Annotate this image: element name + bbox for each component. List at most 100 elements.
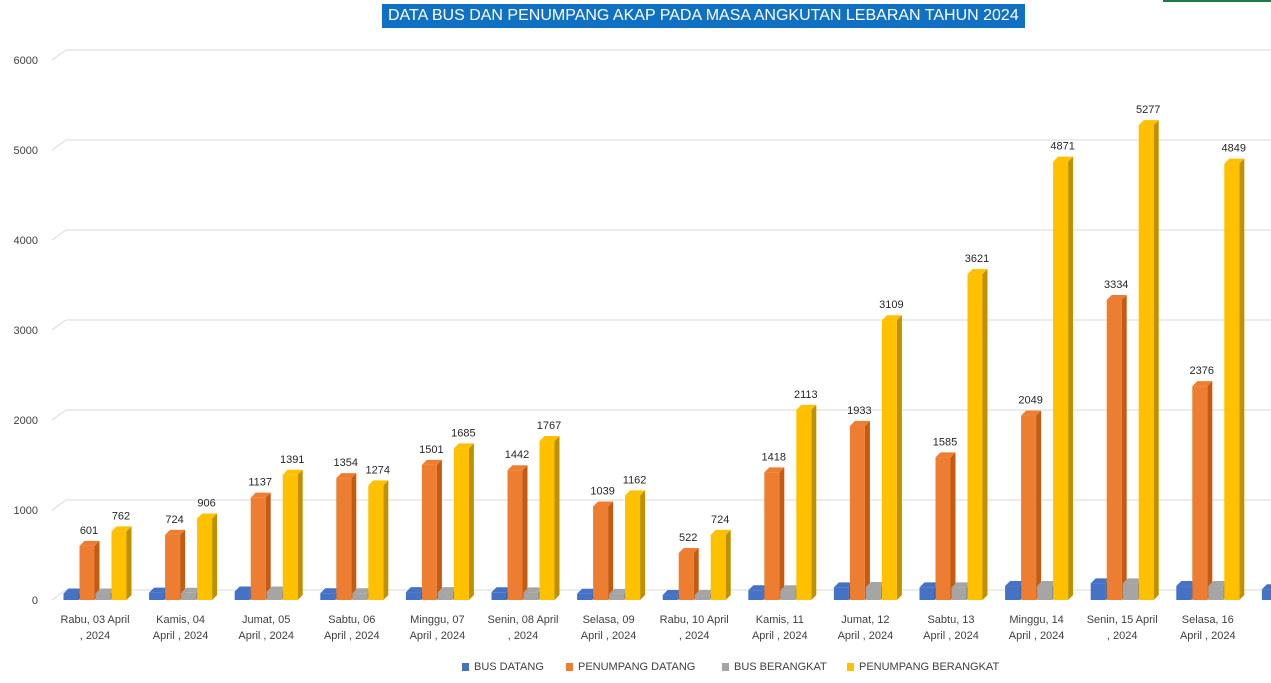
- x-tick-label: Kamis, 04: [156, 614, 205, 626]
- bar: [165, 534, 181, 600]
- data-label: 3109: [879, 299, 903, 311]
- bar-top: [1208, 581, 1229, 587]
- bar-top: [79, 540, 100, 546]
- bar: [149, 592, 165, 600]
- bar-top: [149, 587, 170, 593]
- gridline-4: [51, 229, 67, 241]
- bar-side: [1153, 120, 1159, 600]
- legend-swatch: [722, 663, 729, 671]
- bar: [625, 495, 641, 600]
- bar-top: [1261, 584, 1271, 590]
- bar: [593, 506, 609, 600]
- bar: [523, 592, 539, 600]
- x-tick-label: Minggu, 14: [1009, 614, 1063, 626]
- bar: [865, 586, 881, 600]
- bar-side: [725, 529, 731, 600]
- bar: [539, 440, 555, 600]
- legend-swatch: [566, 663, 573, 671]
- bar-side: [693, 548, 699, 600]
- bar: [266, 591, 282, 600]
- y-tick-label: 5000: [14, 145, 38, 157]
- bar-top: [881, 315, 902, 321]
- data-label: 1685: [451, 427, 475, 439]
- data-label: 1933: [847, 405, 871, 417]
- bar: [181, 592, 197, 600]
- bar: [662, 595, 678, 600]
- x-tick-label: April , 2024: [581, 630, 637, 642]
- bar-top: [453, 443, 474, 449]
- gridline-2: [51, 409, 67, 421]
- x-tick-label: Selasa, 09: [583, 614, 635, 626]
- x-tick-label: Jumat, 05: [242, 614, 290, 626]
- bar-top: [1037, 581, 1058, 587]
- grid-layer: [51, 49, 1271, 601]
- data-label: 1391: [280, 454, 304, 466]
- bar-side: [1207, 381, 1213, 600]
- bar: [849, 426, 865, 600]
- bar-top: [678, 548, 699, 554]
- bar-side: [811, 404, 817, 600]
- legend-item: PENUMPANG DATANG: [566, 658, 695, 676]
- bar: [437, 592, 453, 600]
- bar-top: [1106, 294, 1127, 300]
- bar-side: [1036, 410, 1042, 600]
- gridline-6: [51, 49, 67, 61]
- data-label: 4871: [1050, 141, 1074, 153]
- y-tick-label: 0: [32, 595, 38, 607]
- bar: [881, 320, 897, 600]
- bar-top: [250, 492, 271, 498]
- x-axis: Rabu, 03 April , 2024 Kamis, 04 April , 202…: [60, 614, 1235, 642]
- bar: [1224, 163, 1240, 600]
- bar-top: [507, 465, 528, 471]
- legend-item: BUS BERANGKAT: [722, 658, 827, 676]
- x-tick-label: , 2024: [80, 630, 111, 642]
- bar-top: [609, 588, 630, 594]
- data-label: 1137: [248, 477, 272, 489]
- gridline-3: [51, 319, 67, 331]
- x-tick-label: Senin, 15 April: [1087, 614, 1158, 626]
- bar: [250, 497, 266, 600]
- x-tick-label: April , 2024: [838, 630, 894, 642]
- bar-top: [694, 590, 715, 596]
- bar: [609, 593, 625, 600]
- data-labels: 601 762 724 906 1137 1391 1354 1274 1501 1685 1442…: [80, 104, 1246, 544]
- data-label: 4849: [1222, 143, 1246, 155]
- legend-swatch: [462, 663, 469, 671]
- bar: [197, 518, 213, 600]
- x-tick-label: Sabtu, 13: [927, 614, 974, 626]
- bar-top: [593, 501, 614, 507]
- bar: [833, 587, 849, 600]
- bar: [234, 591, 250, 600]
- y-tick-label: 6000: [14, 55, 38, 67]
- bar-side: [468, 443, 474, 600]
- bar-side: [126, 526, 132, 600]
- bar: [710, 534, 726, 600]
- legend-label: BUS BERANGKAT: [734, 661, 827, 673]
- bar-top: [352, 588, 373, 594]
- bar-side: [265, 492, 271, 600]
- x-tick-label: , 2024: [508, 630, 539, 642]
- bar-top: [796, 404, 817, 410]
- data-label: 3621: [965, 253, 989, 265]
- bar: [1053, 161, 1069, 601]
- bar-top: [1192, 381, 1213, 387]
- bar: [282, 474, 298, 600]
- data-label: 5277: [1136, 104, 1160, 116]
- x-tick-label: April , 2024: [1009, 630, 1065, 642]
- legend-label: PENUMPANG BERANGKAT: [859, 661, 1000, 673]
- legend-item: BUS DATANG: [462, 658, 544, 676]
- bar-top: [491, 587, 512, 593]
- data-label: 1274: [366, 464, 390, 476]
- data-label: 3334: [1104, 279, 1128, 291]
- x-tick-label: Jumat, 12: [841, 614, 889, 626]
- data-label: 762: [112, 510, 130, 522]
- data-label: 2376: [1190, 365, 1214, 377]
- x-tick-label: April , 2024: [324, 630, 380, 642]
- bar-top: [405, 587, 426, 593]
- bar-side: [982, 269, 988, 600]
- bar-side: [436, 459, 442, 600]
- bar-top: [625, 490, 646, 496]
- legend-swatch: [847, 663, 854, 671]
- bar-top: [523, 587, 544, 593]
